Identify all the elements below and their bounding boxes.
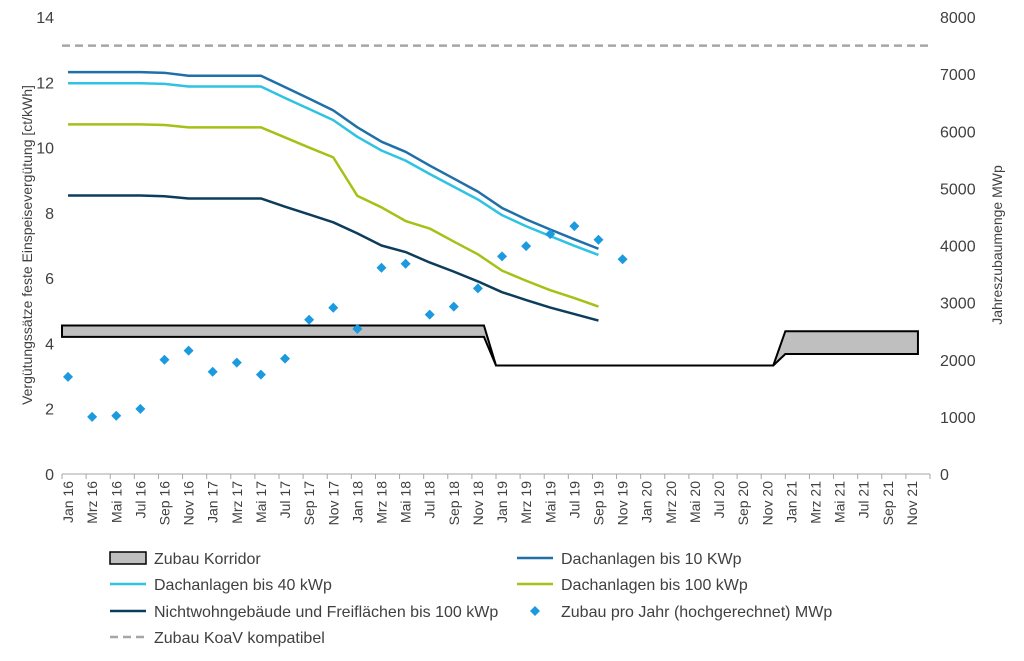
x-tick-label: Nov 16 bbox=[181, 481, 197, 526]
y-right-tick-label: 0 bbox=[940, 467, 949, 484]
x-tick-label: Sep 21 bbox=[880, 481, 896, 526]
legend-swatch-corridor bbox=[109, 551, 147, 565]
zubau-point bbox=[207, 366, 218, 377]
y-left-tick-label: 0 bbox=[45, 467, 54, 484]
y-left-tick-label: 2 bbox=[45, 402, 54, 419]
zubau-point bbox=[111, 410, 122, 421]
zubau-point bbox=[424, 309, 435, 320]
x-tick-label: Mai 21 bbox=[832, 481, 848, 523]
x-tick-label: Mai 16 bbox=[108, 481, 124, 523]
x-tick-label: Jul 21 bbox=[856, 481, 872, 519]
zubau-point bbox=[280, 353, 291, 364]
x-tick-label: Sep 19 bbox=[590, 481, 606, 526]
x-tick-label: Sep 18 bbox=[446, 481, 462, 526]
x-tick-label: Sep 20 bbox=[735, 481, 751, 526]
x-tick-label: Mai 19 bbox=[542, 481, 558, 523]
zubau-point bbox=[376, 262, 387, 273]
axes: 0 2 4 6 8 10 12 14 0 1000 2000 3000 4000 5000 6000 7000… bbox=[36, 10, 975, 525]
x-tick-label: Mai 17 bbox=[253, 481, 269, 523]
legend-label: Nichtwohngebäude und Freiflächen bis 100… bbox=[154, 604, 498, 621]
x-tick-label: Sep 16 bbox=[156, 481, 172, 526]
x-tick-label: Jul 17 bbox=[277, 481, 293, 519]
y-axis-right-label: Jahreszubaumenge MWp bbox=[989, 165, 1005, 325]
y-right-tick-label: 2000 bbox=[940, 353, 976, 370]
zubau-point bbox=[448, 301, 459, 312]
x-tick-label: Sep 17 bbox=[301, 481, 317, 526]
legend-label: Dachanlagen bis 10 KWp bbox=[561, 551, 742, 568]
series-line-bis40 bbox=[68, 82, 599, 257]
corridor-band bbox=[61, 324, 919, 367]
y-left-tick-label: 14 bbox=[36, 10, 54, 27]
y-axis-left-label: Vergütungssätze feste Einspeisevergütung… bbox=[19, 85, 35, 405]
zubau-point bbox=[472, 283, 483, 294]
y-right-tick-label: 8000 bbox=[940, 10, 976, 27]
zubau-point bbox=[497, 251, 508, 262]
legend-label: Dachanlagen bis 40 kWp bbox=[154, 577, 332, 594]
zubau-point bbox=[63, 371, 74, 382]
x-tick-label: Jan 19 bbox=[494, 481, 510, 523]
legend-label: Zubau pro Jahr (hochgerechnet) MWp bbox=[561, 604, 832, 621]
zubau-point bbox=[135, 403, 146, 414]
x-tick-label: Jan 21 bbox=[783, 481, 799, 523]
x-tick-label: Nov 19 bbox=[615, 481, 631, 526]
x-tick-label: Jan 16 bbox=[60, 481, 76, 523]
x-tick-label: Jul 18 bbox=[422, 481, 438, 519]
plot-area bbox=[61, 44, 930, 422]
zubau-point bbox=[183, 345, 194, 356]
y-left-tick-label: 6 bbox=[45, 271, 54, 288]
zubau-point bbox=[304, 314, 315, 325]
y-right-tick-label: 5000 bbox=[940, 181, 976, 198]
x-tick-label: Mai 20 bbox=[687, 481, 703, 523]
legend-label: Zubau Korridor bbox=[154, 551, 261, 568]
zubau-point bbox=[545, 229, 556, 240]
x-tick-label: Nov 18 bbox=[470, 481, 486, 526]
series-line-bis100 bbox=[68, 123, 599, 308]
zubau-point bbox=[521, 241, 532, 252]
zubau-point bbox=[159, 354, 170, 365]
x-tick-label: Jul 16 bbox=[132, 481, 148, 519]
zubau-point bbox=[328, 302, 339, 313]
x-tick-label: Mrz 21 bbox=[807, 481, 823, 524]
x-tick-label: Mai 18 bbox=[398, 481, 414, 523]
x-tick-label: Jan 17 bbox=[205, 481, 221, 523]
y-left-tick-label: 4 bbox=[45, 336, 54, 353]
x-tick-label: Nov 20 bbox=[759, 481, 775, 526]
y-left-tick-label: 8 bbox=[45, 206, 54, 223]
y-left-tick-label: 12 bbox=[36, 75, 54, 92]
legend-label: Zubau KoaV kompatibel bbox=[154, 630, 325, 647]
y-left-tick-label: 10 bbox=[36, 141, 54, 158]
y-right-tick-label: 4000 bbox=[940, 239, 976, 256]
zubau-point bbox=[87, 411, 98, 422]
x-tick-label: Nov 17 bbox=[325, 481, 341, 526]
legend-swatch-zubau bbox=[530, 606, 540, 616]
series-line-bis10 bbox=[68, 70, 599, 250]
x-tick-label: Mrz 19 bbox=[518, 481, 534, 524]
y-right-tick-label: 7000 bbox=[940, 67, 976, 84]
y-right-tick-label: 6000 bbox=[940, 124, 976, 141]
zubau-point bbox=[569, 221, 580, 232]
x-tick-label: Mrz 20 bbox=[663, 481, 679, 524]
y-right-tick-label: 1000 bbox=[940, 410, 976, 427]
x-tick-label: Mrz 16 bbox=[84, 481, 100, 524]
legend-label: Dachanlagen bis 100 kWp bbox=[561, 577, 748, 594]
zubau-point bbox=[400, 258, 411, 269]
x-tick-label: Jul 20 bbox=[711, 481, 727, 519]
x-tick-label: Mrz 17 bbox=[229, 481, 245, 524]
x-tick-label: Jan 18 bbox=[349, 481, 365, 523]
zubau-point bbox=[617, 254, 628, 265]
y-right-tick-label: 3000 bbox=[940, 296, 976, 313]
legend: Zubau Korridor Dachanlagen bis 10 KWp Dach… bbox=[109, 551, 832, 647]
zubau-point bbox=[231, 357, 242, 368]
x-tick-label: Nov 21 bbox=[904, 481, 920, 526]
zubau-point bbox=[352, 323, 363, 334]
series-line-nichtwohn bbox=[68, 194, 599, 322]
x-tick-label: Mrz 18 bbox=[373, 481, 389, 524]
x-tick-label: Jul 19 bbox=[566, 481, 582, 519]
x-tick-label: Jan 20 bbox=[639, 481, 655, 523]
zubau-point bbox=[255, 369, 266, 380]
zubau-point bbox=[593, 234, 604, 245]
